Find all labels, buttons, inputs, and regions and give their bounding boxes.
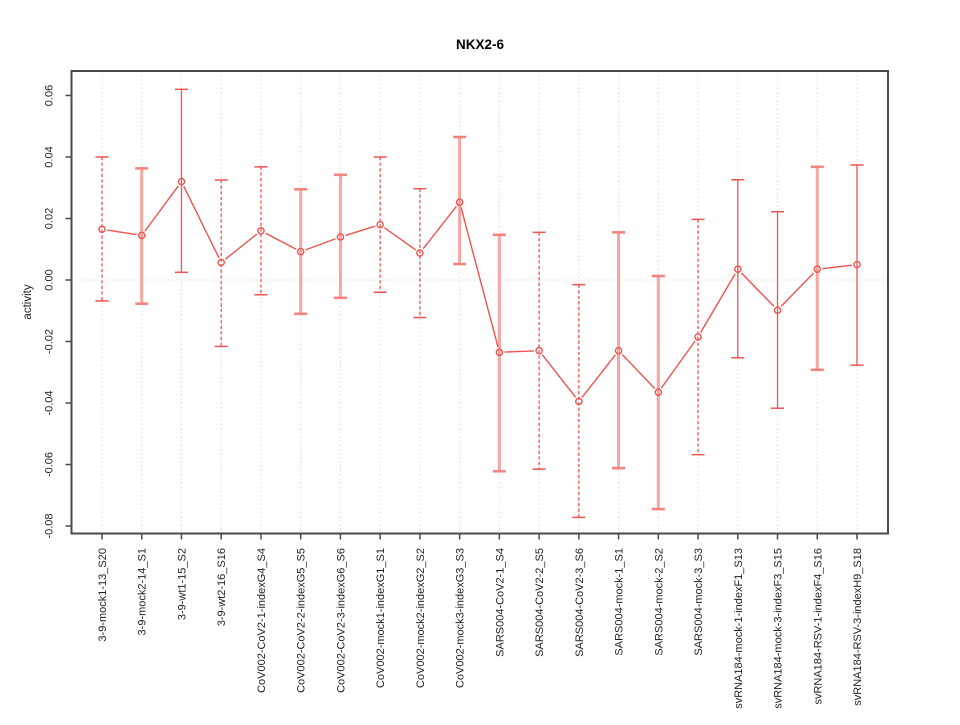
series-segment	[780, 272, 815, 307]
x-tick-label: CoV002-mock2-indexG2_S2	[415, 548, 427, 688]
x-tick-label: SARS004-CoV2-1_S4	[494, 548, 506, 657]
plot-box	[70, 70, 889, 535]
series-segment	[621, 353, 656, 389]
series-segment	[183, 185, 220, 259]
x-tick-label: SARS004-mock-1_S1	[614, 548, 626, 656]
data-point	[495, 348, 504, 357]
series-segment	[107, 229, 137, 236]
series-segment	[581, 354, 616, 398]
series-segment	[504, 350, 534, 353]
x-tick-label: 3-9-mock2-14_S1	[137, 548, 149, 635]
data-point	[813, 265, 822, 274]
series-segment	[224, 233, 258, 260]
y-tick-label: 0.06	[44, 85, 56, 106]
series-segment	[822, 264, 852, 270]
series-segment	[305, 238, 336, 251]
data-point	[694, 333, 702, 341]
x-tick-label: SARS004-CoV2-2_S5	[534, 548, 546, 657]
data-point	[575, 397, 583, 406]
x-tick-label: 3-9-mock1-13_S20	[97, 548, 109, 642]
data-point	[217, 258, 226, 267]
series-segment	[383, 227, 417, 251]
x-tick-label: svRNA184-RSV-1-indexF4_S16	[812, 548, 824, 705]
data-point	[137, 231, 146, 240]
x-tick-label: CoV002-CoV2-3-indexG6_S6	[335, 548, 347, 693]
series-segment	[460, 207, 499, 348]
data-point	[416, 249, 424, 257]
series-segment	[740, 272, 775, 307]
x-tick-label: svRNA184-RSV-3-indexH9_S18	[852, 548, 864, 706]
y-tick-label: -0.02	[44, 329, 56, 354]
y-tick-label: -0.06	[44, 452, 56, 477]
data-point	[535, 346, 543, 355]
x-tick-label: CoV002-CoV2-2-indexG5_S5	[296, 548, 308, 693]
y-tick-label: 0.04	[44, 146, 56, 167]
x-tick-label: 3-9-wt2-16_S16	[216, 548, 228, 626]
data-point	[296, 247, 305, 256]
data-point	[98, 225, 106, 234]
plot-area: 0.06 0.04 0.02 0.00 -0.02 -0.04 -0.06 -0.08 3-9-…	[44, 70, 889, 709]
x-tick-label: CoV002-CoV2-1-indexG4_S4	[256, 548, 268, 693]
series-segment	[265, 232, 297, 250]
data-point	[654, 388, 663, 397]
y-axis-title: activity	[22, 284, 34, 319]
x-tick-label: CoV002-mock3-indexG3_S3	[455, 548, 467, 688]
x-tick-label: svRNA184-mock-3-indexF3_S15	[773, 548, 785, 709]
series-segment	[345, 225, 376, 237]
x-tick-label: SARS004-CoV2-3_S6	[574, 548, 586, 657]
x-tick-label: svRNA184-mock-1-indexF1_S13	[733, 548, 745, 709]
y-tick-label: -0.08	[44, 513, 56, 538]
data-point	[773, 306, 782, 314]
data-point	[455, 198, 464, 207]
chart-title: NKX2-6	[456, 37, 505, 52]
data-point	[733, 265, 742, 274]
y-tick-label: 0.02	[44, 208, 56, 229]
series-segment	[144, 185, 179, 232]
series-segment	[700, 273, 736, 333]
series-segment	[422, 205, 457, 250]
data-point	[336, 233, 345, 241]
data-point	[257, 226, 265, 235]
x-tick-label: SARS004-mock-3_S3	[693, 548, 705, 656]
data-point	[614, 346, 623, 355]
series-segment	[541, 354, 577, 398]
y-tick-label: 0.00	[44, 269, 56, 290]
x-tick-label: CoV002-mock1-indexG1_S1	[375, 548, 387, 688]
data-point	[376, 220, 384, 229]
x-tick-label: SARS004-mock-2_S2	[653, 548, 665, 656]
y-tick-label: -0.04	[44, 390, 56, 415]
x-tick-label: 3-9-wt1-15_S2	[176, 548, 188, 620]
series-segment	[660, 340, 696, 389]
data-point	[853, 260, 861, 269]
data-point	[177, 177, 186, 186]
